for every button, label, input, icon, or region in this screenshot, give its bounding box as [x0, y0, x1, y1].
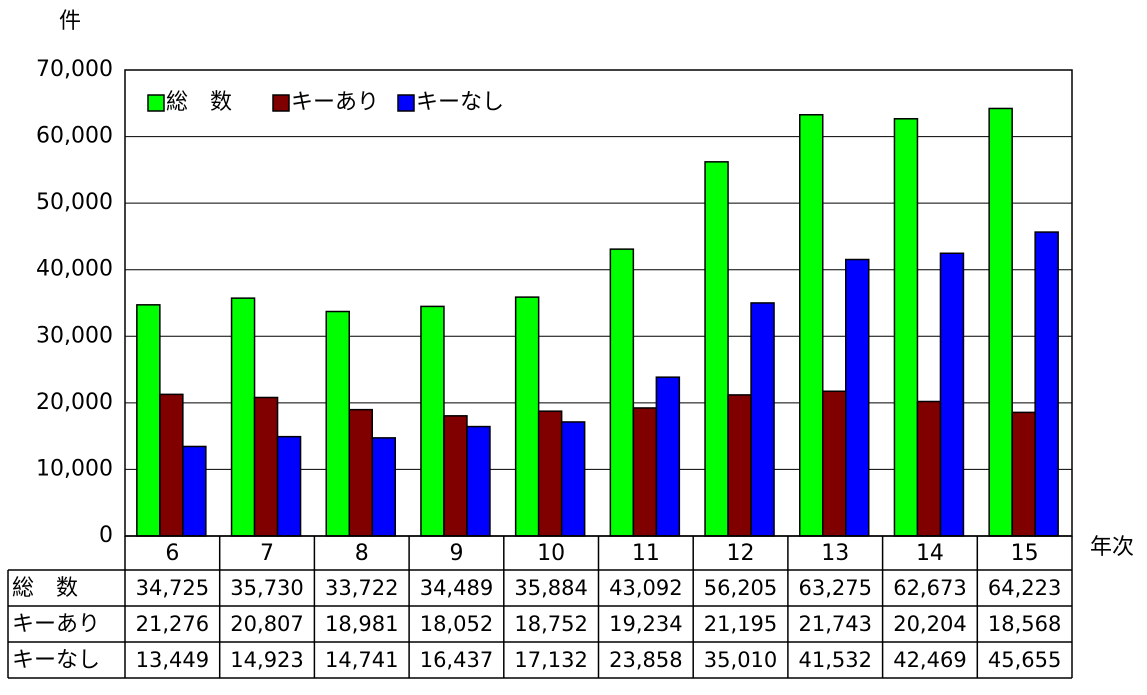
bar — [632, 407, 658, 537]
bar — [371, 437, 396, 537]
y-tick-label: 20,000 — [36, 390, 113, 415]
legend-label: 総 数 — [166, 90, 232, 115]
bar — [230, 297, 256, 537]
table-value: 43,092 — [609, 576, 682, 600]
table-value: 35,010 — [704, 648, 777, 672]
y-tick-label: 40,000 — [36, 257, 113, 282]
table-value: 18,052 — [420, 612, 493, 636]
table-value: 20,807 — [230, 612, 303, 636]
x-tick-label: 14 — [916, 541, 944, 566]
table-value: 14,923 — [230, 648, 303, 672]
bar — [704, 161, 729, 537]
table-value: 21,276 — [136, 612, 209, 636]
table-value: 18,981 — [325, 612, 398, 636]
table-value: 17,132 — [514, 648, 587, 672]
bar — [1011, 411, 1036, 537]
x-tick-label: 13 — [821, 541, 849, 566]
bar — [988, 107, 1013, 537]
y-tick-label: 60,000 — [36, 124, 113, 149]
table-value: 42,469 — [893, 648, 966, 672]
table-value: 20,204 — [893, 612, 966, 636]
legend-label: キーあり — [291, 90, 379, 115]
legend-swatch — [397, 94, 415, 112]
x-tick-label: 11 — [632, 541, 660, 566]
x-tick-label: 7 — [260, 541, 274, 566]
table-value: 62,673 — [893, 576, 966, 600]
table-value: 19,234 — [609, 612, 682, 636]
table-value: 64,223 — [988, 576, 1061, 600]
table-value: 34,725 — [136, 576, 209, 600]
table-value: 35,884 — [514, 576, 587, 600]
y-tick-label: 30,000 — [36, 323, 113, 348]
table-value: 23,858 — [609, 648, 682, 672]
bar — [420, 305, 445, 537]
bar — [136, 304, 161, 537]
bar — [537, 410, 563, 537]
y-tick-label: 10,000 — [36, 456, 113, 481]
table-value: 13,449 — [136, 648, 209, 672]
table-value: 63,275 — [799, 576, 872, 600]
bar — [939, 252, 965, 537]
x-tick-label: 9 — [449, 541, 463, 566]
table-row-label: 総 数 — [12, 576, 78, 601]
legend-label: キーなし — [416, 90, 504, 115]
legend-swatch — [272, 94, 290, 112]
table-value: 21,743 — [799, 612, 872, 636]
table-value: 33,722 — [325, 576, 398, 600]
x-tick-label: 15 — [1011, 541, 1039, 566]
bar — [159, 393, 184, 537]
x-tick-label: 8 — [355, 541, 369, 566]
x-axis-label: 年次 — [1090, 535, 1134, 560]
table-value: 16,437 — [420, 648, 493, 672]
bar — [845, 258, 870, 537]
bar — [560, 421, 586, 537]
table-value: 21,195 — [704, 612, 777, 636]
bar — [609, 248, 635, 537]
table-value: 34,489 — [420, 576, 493, 600]
table-value: 45,655 — [988, 648, 1061, 672]
bar — [348, 408, 373, 537]
bar — [182, 445, 207, 537]
y-tick-label: 70,000 — [36, 57, 113, 82]
bar — [893, 118, 919, 537]
table-row-label: キーあり — [12, 612, 100, 637]
bar — [727, 394, 752, 537]
bar — [916, 400, 942, 537]
y-tick-label: 0 — [99, 523, 113, 548]
table-value: 35,730 — [230, 576, 303, 600]
table-value: 14,741 — [325, 648, 398, 672]
bar — [443, 415, 468, 537]
bar — [822, 390, 847, 537]
table-value: 41,532 — [799, 648, 872, 672]
bar — [750, 302, 775, 537]
bar — [253, 396, 279, 537]
bar — [655, 376, 681, 537]
bar — [276, 435, 302, 537]
bar — [1034, 231, 1059, 537]
bar — [514, 296, 540, 537]
table-value: 18,568 — [988, 612, 1061, 636]
bar — [466, 425, 491, 537]
table-row-label: キーなし — [12, 648, 100, 673]
y-axis-label: 件 — [59, 9, 81, 34]
x-tick-label: 10 — [537, 541, 565, 566]
x-tick-label: 6 — [165, 541, 179, 566]
x-tick-label: 12 — [727, 541, 755, 566]
legend-swatch — [147, 94, 165, 112]
table-value: 56,205 — [704, 576, 777, 600]
bar — [325, 310, 350, 537]
y-tick-label: 50,000 — [36, 190, 113, 215]
table-value: 18,752 — [514, 612, 587, 636]
bar — [799, 114, 824, 537]
